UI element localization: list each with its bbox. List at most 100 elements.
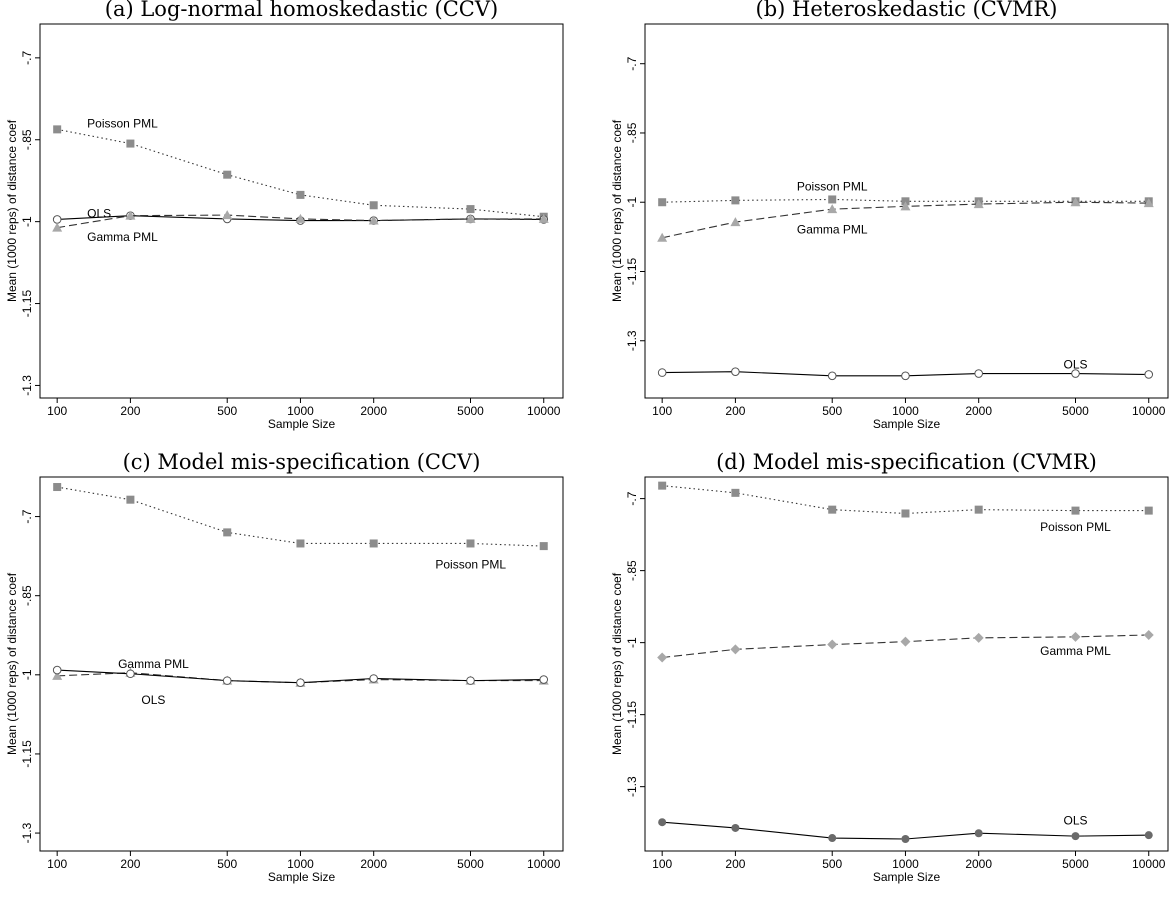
x-tick-label: 2000	[360, 857, 387, 871]
marker	[1071, 832, 1080, 841]
marker	[1143, 198, 1154, 208]
x-tick-label: 200	[725, 857, 745, 871]
y-tick-label: -1.15	[20, 290, 34, 318]
x-tick-label: 2000	[965, 404, 992, 418]
x-tick-label: 100	[652, 404, 672, 418]
marker	[1143, 629, 1154, 640]
y-tick-label: -.85	[20, 129, 34, 150]
x-tick-label: 5000	[1062, 404, 1089, 418]
marker	[900, 636, 911, 647]
x-axis-label: Sample Size	[873, 870, 941, 884]
marker	[296, 190, 305, 199]
x-tick-label: 10000	[527, 857, 561, 871]
x-tick-label: 500	[822, 404, 842, 418]
y-tick-label: -1.3	[20, 822, 34, 843]
y-tick-label: -1	[20, 216, 34, 227]
y-tick-label: -1.15	[20, 740, 34, 768]
series-label: Gamma PML	[797, 222, 868, 236]
marker	[466, 676, 475, 685]
marker	[901, 834, 910, 843]
marker	[1070, 197, 1081, 207]
y-tick-label: -1.3	[625, 776, 639, 797]
x-tick-label: 1000	[287, 857, 314, 871]
y-tick-label: -.7	[20, 51, 34, 65]
marker	[222, 210, 233, 220]
x-tick-label: 200	[120, 857, 140, 871]
marker	[731, 367, 740, 376]
marker	[539, 675, 549, 684]
marker	[222, 676, 232, 685]
marker	[901, 197, 910, 206]
marker	[368, 215, 379, 225]
marker	[52, 665, 62, 675]
x-tick-label: 5000	[457, 404, 484, 418]
series-label: OLS	[1063, 358, 1087, 372]
marker	[827, 371, 837, 381]
x-tick-label: 200	[120, 404, 140, 418]
series-label: Gamma PML	[118, 657, 189, 671]
x-tick-label: 200	[725, 404, 745, 418]
marker	[52, 222, 63, 232]
x-axis-label: Sample Size	[268, 417, 336, 431]
marker	[125, 210, 136, 220]
panel: (d) Model mis-specification (CVMR) 100 200…	[610, 450, 1169, 884]
y-axis-label: Mean (1000 reps) of distance coef	[5, 572, 19, 755]
marker	[828, 505, 837, 514]
marker	[900, 201, 911, 211]
y-tick-label: -.85	[625, 560, 639, 581]
y-tick-label: -1.3	[20, 375, 34, 396]
x-tick-label: 1000	[892, 857, 919, 871]
marker	[369, 539, 378, 548]
marker	[126, 495, 135, 504]
marker	[731, 823, 740, 832]
series-label: OLS	[1063, 813, 1087, 827]
marker	[828, 195, 837, 204]
series-label: OLS	[87, 207, 111, 221]
marker	[901, 371, 910, 381]
marker	[973, 199, 984, 209]
panel-title: (d) Model mis-specification (CVMR)	[716, 450, 1097, 474]
marker	[53, 483, 62, 492]
marker	[657, 232, 668, 242]
marker	[538, 213, 549, 223]
marker	[828, 834, 837, 843]
x-tick-label: 1000	[892, 404, 919, 418]
marker	[730, 217, 741, 227]
marker	[465, 213, 476, 223]
x-tick-label: 10000	[1132, 404, 1166, 418]
x-tick-label: 5000	[457, 857, 484, 871]
panel: (b) Heteroskedastic (CVMR) 100 200 500 1000 2…	[610, 0, 1169, 431]
x-tick-label: 10000	[527, 404, 561, 418]
marker	[1144, 506, 1153, 515]
panel: (a) Log-normal homoskedastic (CCV) 100 200…	[5, 0, 564, 431]
y-tick-label: -.85	[625, 122, 639, 143]
marker	[223, 170, 232, 179]
marker	[296, 539, 305, 548]
y-tick-label: -.7	[625, 491, 639, 505]
x-tick-label: 500	[217, 404, 237, 418]
plot-frame	[644, 23, 1169, 399]
x-axis-label: Sample Size	[268, 870, 336, 884]
series-label: Poisson PML	[1040, 520, 1111, 534]
y-tick-label: -.7	[625, 56, 639, 70]
y-tick-label: -1.3	[625, 330, 639, 351]
x-axis-label: Sample Size	[873, 417, 941, 431]
marker	[53, 125, 62, 134]
marker	[126, 139, 135, 148]
marker	[1071, 369, 1080, 378]
series-label: Poisson PML	[435, 557, 506, 571]
x-tick-label: 2000	[965, 857, 992, 871]
series-label: Gamma PML	[1040, 644, 1111, 658]
y-axis-label: Mean (1000 reps) of distance coef	[610, 119, 624, 302]
x-tick-label: 5000	[1062, 857, 1089, 871]
marker	[658, 481, 667, 490]
y-tick-label: -1.15	[625, 701, 639, 729]
marker	[974, 369, 983, 378]
plot-frame	[39, 23, 564, 399]
marker	[731, 196, 740, 205]
marker	[730, 644, 741, 655]
marker	[901, 509, 910, 518]
series-label: Poisson PML	[87, 117, 158, 131]
